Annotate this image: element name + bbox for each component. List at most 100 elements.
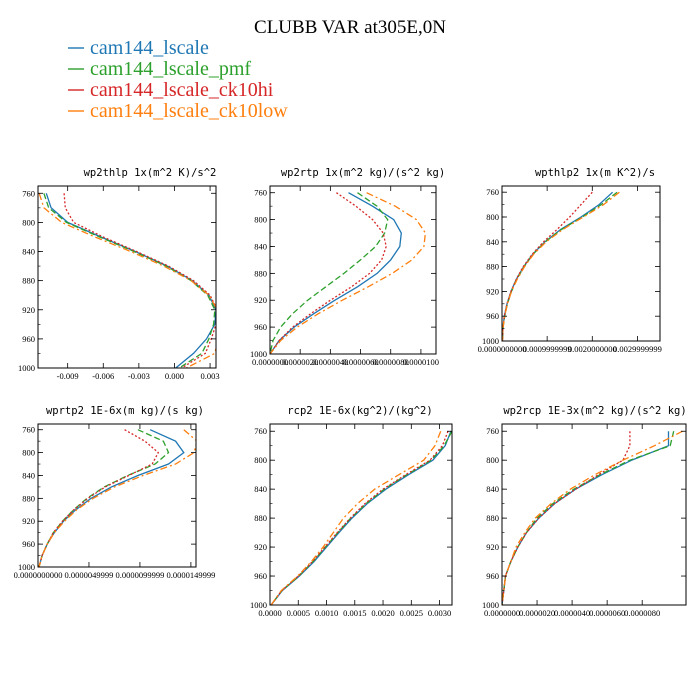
series-line-cam144-lscale bbox=[502, 191, 614, 341]
y-tick-label: 880 bbox=[486, 513, 499, 523]
y-tick-label: 920 bbox=[486, 286, 499, 296]
y-tick-label: 960 bbox=[22, 539, 35, 549]
plot-frame bbox=[269, 185, 437, 355]
x-tick-label: 0.0000000000 bbox=[14, 570, 63, 580]
x-tick-label: 0.0000080 bbox=[373, 357, 409, 367]
series-line-cam144-lscale-ck10low bbox=[502, 191, 620, 341]
series-line-cam144-lscale-ck10hi bbox=[270, 192, 387, 354]
y-tick-label: 840 bbox=[486, 484, 499, 494]
panel-title: wpthlp2 1x(m K^2)/s bbox=[535, 167, 655, 179]
series-line-cam144-lscale-ck10low bbox=[38, 429, 196, 567]
panel-wpthlp2: wpthlp2 1x(m K^2)/s 760 800 840 880 920 960 100… bbox=[478, 167, 662, 354]
y-tick-label: 920 bbox=[486, 542, 499, 552]
series-line-cam144-lscale-ck10hi bbox=[38, 429, 160, 567]
legend-item-cam144-lscale-pmf: cam144_lscale_pmf bbox=[68, 58, 251, 80]
y-tick-label: 880 bbox=[22, 493, 35, 503]
x-tick-label: 0.0000049999 bbox=[65, 570, 114, 580]
x-tick-label: 0.0020000000 bbox=[568, 344, 617, 354]
y-tick-label: 800 bbox=[486, 212, 499, 222]
y-tick-label: 800 bbox=[22, 217, 35, 227]
series-line-cam144-lscale-ck10low bbox=[270, 192, 427, 354]
y-tick-label: 800 bbox=[22, 448, 35, 458]
y-tick-label: 880 bbox=[254, 268, 267, 278]
series-group bbox=[270, 430, 452, 605]
series-line-cam144-lscale-ck10low bbox=[270, 430, 442, 605]
y-tick-label: 960 bbox=[254, 571, 267, 581]
y-tick-label: 960 bbox=[254, 322, 267, 332]
x-tick-label: 0.0000 bbox=[258, 608, 281, 618]
x-tick-label: 0.0000040 bbox=[312, 357, 348, 367]
x-tick-label: 0.0000149999 bbox=[166, 570, 215, 580]
series-group bbox=[38, 193, 216, 368]
series-line-cam144-lscale-pmf bbox=[502, 191, 618, 341]
y-tick-label: 920 bbox=[254, 542, 267, 552]
panel-wp2thlp: wp2thlp 1x(m^2 K)/s^2 760 800 840 880 920 960 1… bbox=[18, 167, 220, 381]
x-tick-label: 0.0000000000 bbox=[478, 344, 527, 354]
panel-title: wprtp2 1E-6x(m kg)/(s kg) bbox=[46, 405, 204, 417]
y-tick-label: 880 bbox=[254, 513, 267, 523]
x-tick-label: 0.0010 bbox=[315, 608, 338, 618]
x-tick-label: 0.0029999999 bbox=[613, 344, 662, 354]
x-tick-label: 0.0000020 bbox=[519, 608, 555, 618]
y-tick-label: 960 bbox=[486, 571, 499, 581]
y-tick-label: 800 bbox=[486, 455, 499, 465]
panel-wp2rtp: wp2rtp 1x(m^2 kg)/(s^2 kg) 760 800 840 880 92… bbox=[250, 167, 445, 367]
y-tick-label: 1000 bbox=[482, 336, 499, 346]
x-tick-label: 0.0015 bbox=[343, 608, 366, 618]
y-tick-label: 880 bbox=[22, 276, 35, 286]
x-tick-label: 0.0000060 bbox=[342, 357, 378, 367]
panel-title: wp2rcp 1E-3x(m^2 kg)/(s^2 kg) bbox=[503, 405, 686, 417]
series-line-cam144-lscale-ck10low bbox=[502, 430, 683, 605]
y-tick-label: 920 bbox=[254, 295, 267, 305]
y-tick-label: 760 bbox=[486, 187, 499, 197]
x-tick-label: -0.009 bbox=[57, 371, 79, 381]
plot-frame bbox=[37, 185, 217, 369]
y-tick-label: 960 bbox=[486, 311, 499, 321]
y-tick-label: 1000 bbox=[18, 562, 35, 572]
y-tick-label: 1000 bbox=[250, 349, 267, 359]
series-line-cam144-lscale bbox=[270, 192, 402, 354]
y-tick-label: 880 bbox=[486, 262, 499, 272]
x-tick-label: 0.0000000 bbox=[484, 608, 520, 618]
series-line-cam144-lscale bbox=[502, 431, 670, 605]
series-line-cam144-lscale-pmf bbox=[502, 431, 675, 605]
y-tick-label: 840 bbox=[22, 247, 35, 257]
x-tick-label: 0.0020 bbox=[371, 608, 394, 618]
plot-frame bbox=[501, 185, 661, 342]
panel-title: rcp2 1E-6x(kg^2)/(kg^2) bbox=[287, 405, 432, 417]
legend-label: cam144_lscale_ck10low bbox=[90, 100, 288, 122]
y-tick-label: 800 bbox=[254, 215, 267, 225]
legend-label: cam144_lscale bbox=[90, 37, 209, 59]
panel-title: wp2rtp 1x(m^2 kg)/(s^2 kg) bbox=[281, 167, 445, 179]
x-tick-label: 0.0000060 bbox=[589, 608, 625, 618]
x-tick-label: 0.0000040 bbox=[554, 608, 590, 618]
x-tick-label: 0.003 bbox=[201, 371, 220, 381]
series-line-cam144-lscale bbox=[38, 429, 185, 567]
x-tick-label: 0.0005 bbox=[287, 608, 310, 618]
y-tick-label: 920 bbox=[22, 305, 35, 315]
y-tick-label: 760 bbox=[22, 188, 35, 198]
x-tick-label: 0.0030 bbox=[428, 608, 451, 618]
series-group bbox=[502, 430, 683, 605]
y-tick-label: 840 bbox=[486, 237, 499, 247]
x-tick-label: 0.0000020 bbox=[282, 357, 318, 367]
series-line-cam144-lscale-pmf bbox=[270, 430, 452, 605]
legend-item-cam144-lscale-ck10hi: cam144_lscale_ck10hi bbox=[68, 79, 274, 101]
series-line-cam144-lscale-ck10hi bbox=[502, 431, 631, 605]
y-tick-label: 920 bbox=[22, 516, 35, 526]
x-tick-label: 0.0009999999 bbox=[523, 344, 572, 354]
legend-item-cam144-lscale: cam144_lscale bbox=[68, 37, 209, 59]
series-line-cam144-lscale-ck10hi bbox=[502, 191, 593, 341]
plot-frame bbox=[501, 423, 687, 606]
y-tick-label: 800 bbox=[254, 455, 267, 465]
y-tick-label: 760 bbox=[22, 425, 35, 435]
y-tick-label: 840 bbox=[254, 241, 267, 251]
x-tick-label: 0.0025 bbox=[400, 608, 423, 618]
series-line-cam144-lscale-ck10hi bbox=[63, 193, 216, 368]
panel-wp2rcp: wp2rcp 1E-3x(m^2 kg)/(s^2 kg) 760 800 840 88… bbox=[482, 405, 687, 618]
figure-title: CLUBB VAR at305E,0N bbox=[254, 17, 446, 38]
y-tick-label: 1000 bbox=[482, 600, 499, 610]
series-line-cam144-lscale-ck10low bbox=[38, 193, 216, 368]
y-tick-label: 760 bbox=[254, 188, 267, 198]
